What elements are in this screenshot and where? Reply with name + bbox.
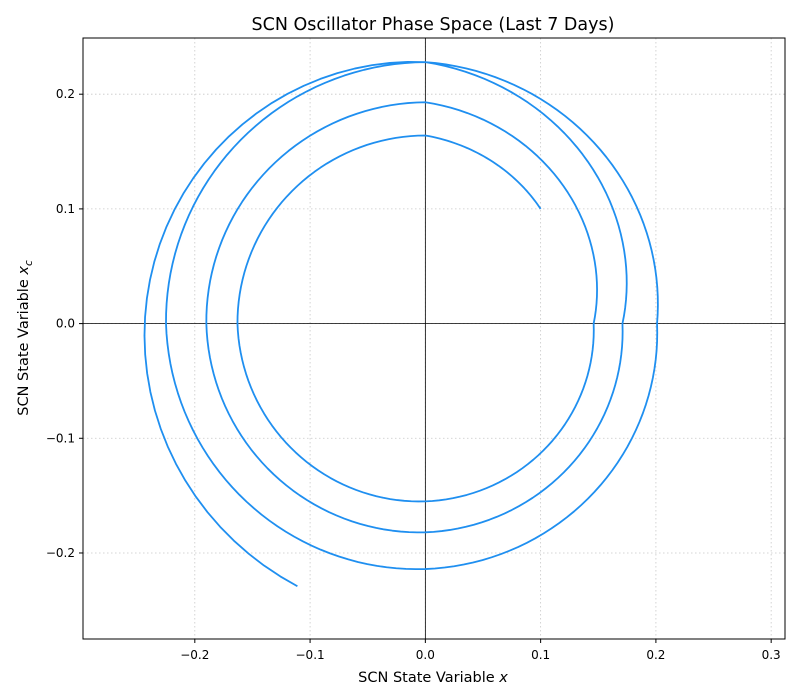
- x-ticks: −0.2 −0.1 0.0 0.1 0.2 0.3: [180, 639, 781, 662]
- y-tick-label: 0.1: [56, 202, 75, 216]
- x-tick-label: −0.2: [180, 648, 209, 662]
- y-axis-label: SCN State Variable xc: [16, 260, 35, 416]
- y-ticks: −0.2 −0.1 0.0 0.1 0.2: [46, 87, 83, 560]
- reference-lines: [83, 38, 785, 639]
- chart-title: SCN Oscillator Phase Space (Last 7 Days): [252, 15, 615, 35]
- y-tick-label: 0.2: [56, 87, 75, 101]
- x-tick-label: 0.3: [762, 648, 781, 662]
- x-tick-label: 0.2: [646, 648, 665, 662]
- y-tick-label: −0.1: [46, 431, 75, 445]
- x-axis-label: SCN State Variable x: [358, 670, 508, 686]
- y-tick-label: −0.2: [46, 546, 75, 560]
- plot-frame: [82, 37, 786, 640]
- x-tick-label: 0.1: [531, 648, 550, 662]
- x-tick-label: −0.1: [296, 648, 325, 662]
- trajectory-line: [143, 61, 659, 588]
- series-layer: [143, 61, 659, 588]
- y-tick-label: 0.0: [56, 317, 75, 331]
- x-tick-label: 0.0: [416, 648, 435, 662]
